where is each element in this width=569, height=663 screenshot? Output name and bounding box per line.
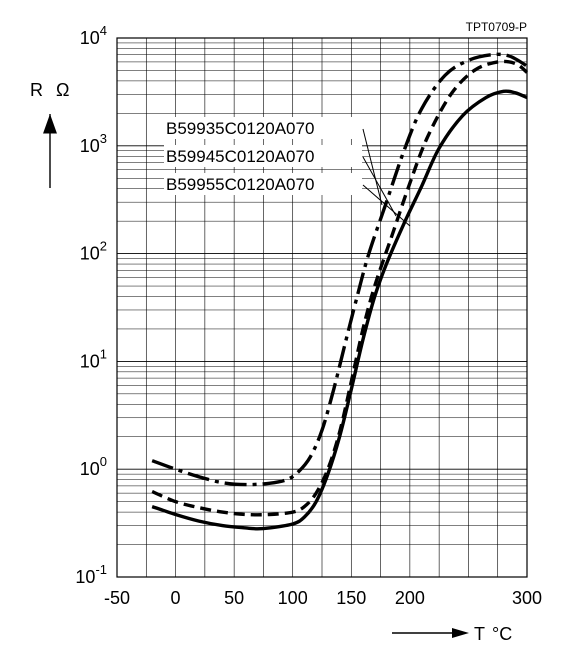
series-line-B59955C0120A070 xyxy=(151,89,528,531)
y-tick-label: 101 xyxy=(80,346,107,371)
legend-label-bg xyxy=(164,173,362,195)
legend-label: B59935C0120A070 xyxy=(166,119,314,138)
x-axis-unit: °C xyxy=(492,624,512,644)
legend-leader-line xyxy=(362,156,397,217)
x-tick-label: 300 xyxy=(512,588,542,608)
y-tick-label: 104 xyxy=(80,23,107,48)
x-tick-label: 150 xyxy=(336,588,366,608)
y-tick-label: 100 xyxy=(80,454,107,479)
x-tick-label: 0 xyxy=(171,588,181,608)
y-tick-label: 10-1 xyxy=(75,562,107,587)
y-tick-label: 103 xyxy=(80,131,107,156)
x-tick-label: 200 xyxy=(395,588,425,608)
legend: B59935C0120A070 B59945C0120A070 B59955C012… xyxy=(164,117,411,227)
series-line-B59935C0120A070 xyxy=(151,52,528,487)
axes: -50 0 50 100 150 200 300 10-1 100 101 102 103 104 xyxy=(75,23,542,608)
y-axis-label: R xyxy=(30,80,43,100)
x-tick-label: 50 xyxy=(224,588,244,608)
x-axis-arrow-head xyxy=(452,628,469,638)
figure-id: TPT0709-P xyxy=(466,20,527,34)
y-tick-label: 102 xyxy=(80,239,107,264)
legend-leader-line xyxy=(362,184,411,227)
legend-label: B59955C0120A070 xyxy=(166,175,314,194)
legend-label-bg xyxy=(164,145,362,167)
x-tick-label: 100 xyxy=(278,588,308,608)
legend-label-bg xyxy=(164,117,362,139)
y-axis-unit: Ω xyxy=(56,80,69,100)
x-axis-label: T xyxy=(474,624,485,644)
plot-frame xyxy=(116,37,528,578)
series-group xyxy=(151,52,529,531)
legend-leader-line xyxy=(362,128,383,206)
x-tick-label: -50 xyxy=(104,588,130,608)
legend-label: B59945C0120A070 xyxy=(166,147,314,166)
